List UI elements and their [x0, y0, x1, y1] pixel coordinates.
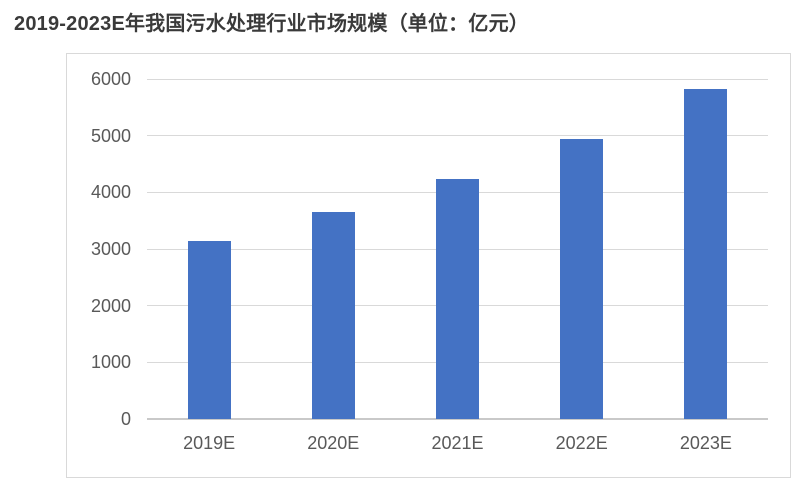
bar-2021E	[436, 178, 479, 419]
x-tick-label-2023E: 2023E	[679, 433, 732, 453]
bar-2023E	[684, 88, 728, 419]
bar-2020E	[311, 212, 355, 419]
x-axis-line	[147, 418, 768, 420]
bar-2022E	[560, 138, 604, 419]
y-tick-label-5000: 5000	[90, 125, 131, 146]
y-tick-label-6000: 6000	[90, 69, 131, 89]
y-tick-label-0: 0	[120, 409, 131, 429]
x-tick-label-2022E: 2022E	[555, 433, 608, 453]
bar-2019E	[187, 241, 231, 419]
y-tick-label-1000: 1000	[90, 352, 131, 373]
x-tick-label-2021E: 2021E	[431, 433, 484, 453]
x-tick-label-2020E: 2020E	[307, 433, 360, 453]
y-tick-label-3000: 3000	[90, 239, 131, 259]
x-tick-label-2019E: 2019E	[183, 433, 236, 453]
chart-title: 2019-2023E年我国污水处理行业市场规模（单位：亿元）	[14, 13, 529, 35]
y-tick-label-2000: 2000	[90, 295, 131, 316]
chart-area: 0 1000 2000 3000 4000 5000 6000 2019E 2020E 2021E…	[66, 53, 791, 478]
y-tick-label-4000: 4000	[90, 182, 131, 203]
gridline-6000	[147, 78, 768, 80]
gridline-5000	[147, 135, 768, 137]
